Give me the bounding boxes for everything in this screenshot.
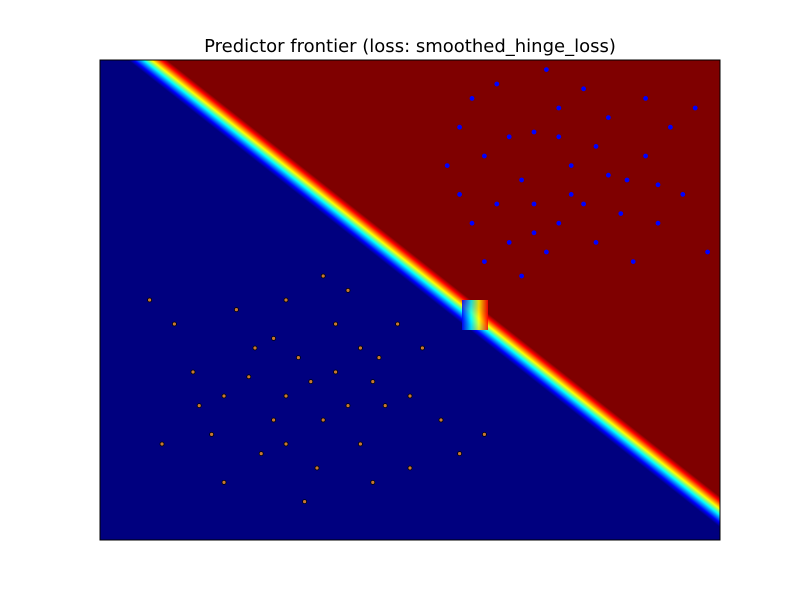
plot-frame	[99, 59, 721, 541]
scatter-point	[531, 129, 537, 135]
scatter-point	[357, 345, 363, 351]
scatter-point	[314, 465, 320, 471]
scatter-point	[481, 259, 487, 265]
scatter-point	[333, 369, 339, 375]
scatter-point	[190, 369, 196, 375]
scatter-point	[295, 355, 301, 361]
scatter-point	[593, 239, 599, 245]
scatter-point	[382, 403, 388, 409]
scatter-point	[345, 403, 351, 409]
scatter-point	[333, 321, 339, 327]
scatter-point	[692, 105, 698, 111]
scatter-point	[494, 201, 500, 207]
scatter-point	[606, 172, 611, 178]
scatter-point	[655, 182, 661, 188]
scatter-point	[407, 393, 413, 399]
scatter-point	[258, 451, 264, 457]
scatter-point	[171, 321, 177, 327]
scatter-point	[593, 143, 599, 149]
scatter-point	[283, 297, 289, 303]
scatter-point	[376, 355, 382, 361]
scatter-point	[494, 81, 500, 87]
scatter-point	[221, 393, 227, 399]
scatter-point	[643, 153, 648, 159]
points	[147, 67, 710, 505]
scatter-point	[271, 335, 277, 341]
scatter-point	[419, 345, 425, 351]
scatter-point	[209, 431, 215, 437]
scatter-point	[506, 134, 512, 140]
scatter-point	[308, 379, 314, 385]
scatter-point	[630, 259, 636, 265]
scatter-point	[159, 441, 165, 447]
scatter-point	[357, 441, 363, 447]
scatter-point	[457, 191, 463, 197]
scatter-point	[606, 115, 611, 120]
scatter-point	[438, 417, 444, 423]
scatter-point	[283, 393, 289, 399]
scatter-point	[457, 451, 463, 457]
decision-surface	[100, 60, 720, 540]
scatter-point	[345, 287, 351, 293]
scatter-point	[544, 249, 549, 255]
scatter-point	[444, 163, 450, 169]
scatter-point	[370, 379, 376, 385]
scatter-point	[320, 273, 326, 279]
scatter-point	[624, 177, 630, 183]
scatter-point	[519, 177, 524, 183]
scatter-point	[481, 431, 487, 437]
chart-title: Predictor frontier (loss: smoothed_hinge…	[204, 36, 616, 57]
scatter-point	[252, 345, 258, 351]
scatter-point	[568, 191, 574, 197]
scatter-point	[544, 67, 549, 72]
scatter-point	[581, 201, 586, 207]
scatter-point	[283, 441, 289, 447]
scatter-point	[271, 417, 277, 423]
scatter-point	[246, 374, 252, 380]
scatter-point	[531, 230, 537, 236]
scatter-point	[196, 403, 202, 409]
scatter-point	[147, 297, 153, 303]
scatter-point	[568, 163, 574, 169]
scatter-point	[407, 465, 413, 471]
scatter-point	[643, 96, 648, 101]
surface-notch	[462, 300, 488, 330]
scatter-point	[469, 96, 475, 101]
scatter-point	[680, 191, 686, 197]
scatter-point	[370, 479, 376, 485]
scatter-point	[481, 153, 487, 159]
scatter-point	[457, 124, 463, 130]
scatter-point	[320, 417, 326, 423]
scatter-point	[531, 201, 537, 207]
scatter-point	[655, 220, 661, 226]
scatter-point	[233, 307, 239, 313]
scatter-point	[556, 134, 562, 140]
scatter-point	[668, 124, 673, 130]
scatter-point	[519, 273, 524, 279]
scatter-point	[302, 499, 308, 505]
scatter-point	[618, 211, 624, 217]
scatter-point	[556, 220, 562, 226]
scatter-point	[556, 105, 562, 111]
scatter-point	[395, 321, 401, 327]
scatter-point	[506, 239, 512, 245]
scatter-point	[705, 249, 710, 255]
scatter-point	[469, 220, 475, 226]
scatter-point	[581, 86, 586, 92]
scatter-point	[221, 479, 227, 485]
